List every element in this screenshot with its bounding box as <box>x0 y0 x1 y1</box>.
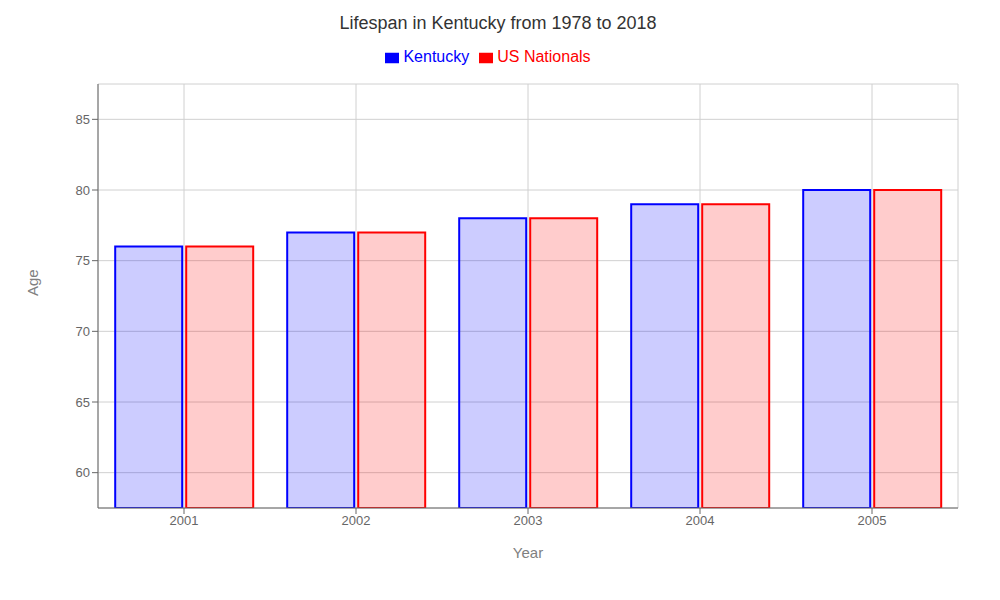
svg-text:2003: 2003 <box>514 513 543 528</box>
svg-text:75: 75 <box>76 253 90 268</box>
svg-text:70: 70 <box>76 324 90 339</box>
svg-text:60: 60 <box>76 465 90 480</box>
html-text:US Nationals: US Nationals <box>497 48 591 65</box>
svg-text:Year: Year <box>513 544 543 561</box>
svg-text:2002: 2002 <box>342 513 371 528</box>
svg-text:2005: 2005 <box>858 513 887 528</box>
html-text:Kentucky: Kentucky <box>403 48 470 65</box>
svg-text:2001: 2001 <box>170 513 199 528</box>
svg-text:85: 85 <box>76 112 90 127</box>
svg-text:65: 65 <box>76 395 90 410</box>
html-text:Lifespan in Kentucky from 1978: Lifespan in Kentucky from 1978 to 2018 <box>339 13 657 33</box>
svg-text:Age: Age <box>24 269 41 296</box>
svg-text:2004: 2004 <box>686 513 715 528</box>
svg-text:80: 80 <box>76 183 90 198</box>
